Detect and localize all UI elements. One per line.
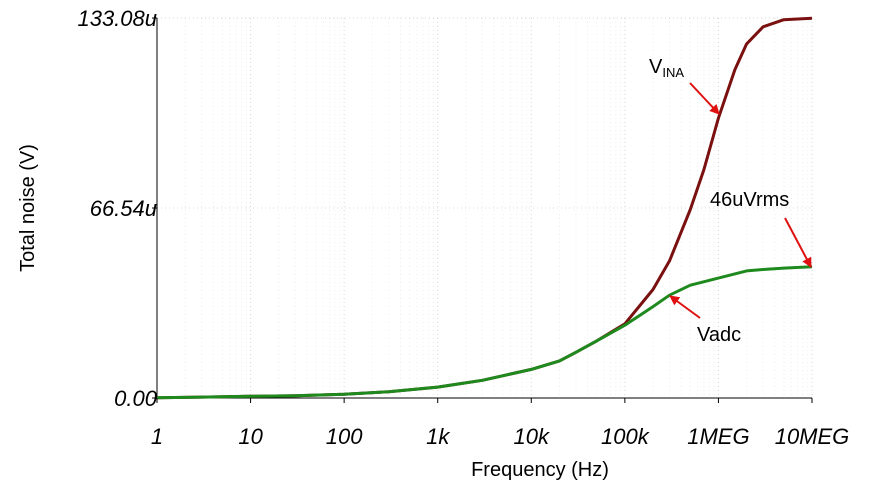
x-tick-label: 100k bbox=[601, 424, 650, 449]
y-axis-label: Total noise (V) bbox=[17, 144, 39, 272]
x-tick-label: 10MEG bbox=[775, 424, 850, 449]
annotation-vadc: Vadc bbox=[697, 324, 741, 346]
arrow-vadc bbox=[669, 295, 701, 319]
x-tick-label: 10k bbox=[514, 424, 550, 449]
y-tick-label: 0.00 bbox=[114, 386, 158, 411]
y-tick-label: 66.54u bbox=[90, 196, 157, 221]
series-layer bbox=[156, 16, 813, 400]
x-tick-label: 1k bbox=[426, 424, 450, 449]
annotation-vina-sub: INA bbox=[662, 65, 684, 80]
arrow-vina bbox=[689, 82, 720, 115]
x-tick-label: 100 bbox=[326, 424, 363, 449]
annotation-vina: VINA bbox=[649, 56, 684, 80]
y-tick-label: 133.08u bbox=[77, 6, 157, 31]
annotation-46uvrms: 46uVrms bbox=[710, 189, 789, 211]
tick-layer: 1 10 100 1k 10k 100k 1MEG 10MEG 0.00 66.54u 133.08… bbox=[77, 6, 849, 449]
series-line-vadc bbox=[156, 265, 813, 400]
annotation-vina-main: V bbox=[649, 56, 663, 78]
arrow-46uvrms bbox=[784, 217, 812, 268]
x-axis-label: Frequency (Hz) bbox=[471, 459, 609, 481]
x-tick-label: 1MEG bbox=[687, 424, 749, 449]
x-tick-label: 10 bbox=[238, 424, 263, 449]
x-tick-label: 1 bbox=[151, 424, 163, 449]
